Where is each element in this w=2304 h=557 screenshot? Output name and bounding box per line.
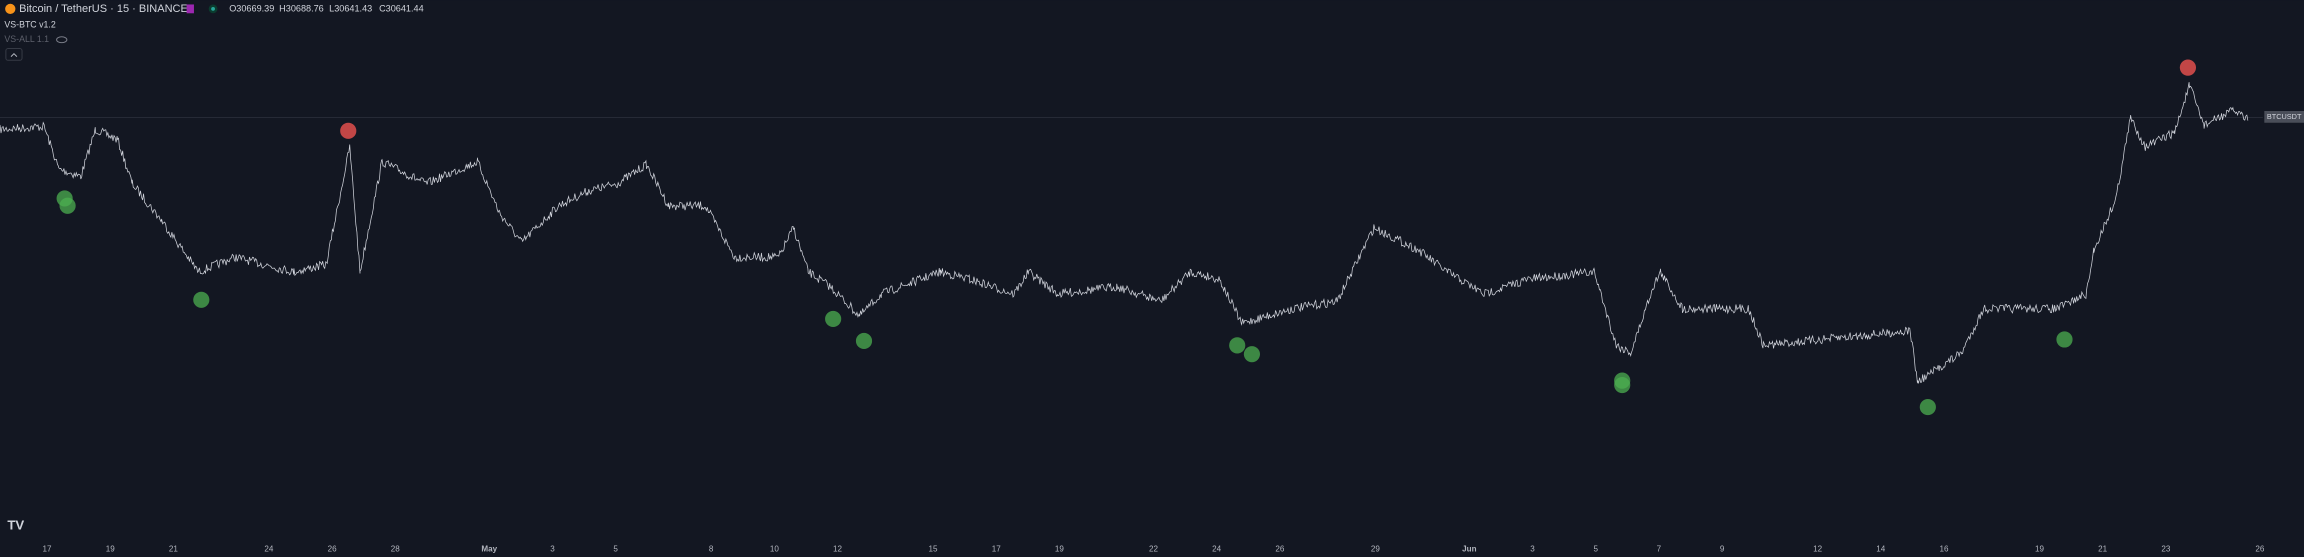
ohlc-value: L30641.43 xyxy=(329,3,372,13)
x-axis-label: 10 xyxy=(770,545,779,554)
x-axis-label: 19 xyxy=(2035,545,2044,554)
buy-signal xyxy=(59,197,76,214)
x-axis-label: 29 xyxy=(1371,545,1380,554)
buy-signal xyxy=(825,310,842,327)
x-axis-label: 21 xyxy=(2098,545,2107,554)
status-dot xyxy=(211,6,215,11)
buy-signal xyxy=(193,291,210,308)
buy-signal xyxy=(855,332,873,350)
x-axis-label: 12 xyxy=(1813,545,1822,554)
x-axis-label: 12 xyxy=(833,545,842,554)
logo[interactable]: TV xyxy=(7,518,24,533)
visibility-icon[interactable] xyxy=(56,36,68,44)
x-axis-label: 9 xyxy=(1720,545,1725,554)
x-axis-label: 14 xyxy=(1876,545,1885,554)
ohlc-value: O30669.39 xyxy=(229,3,274,13)
x-axis-label: 24 xyxy=(1212,545,1221,554)
x-axis-label: 8 xyxy=(709,545,714,554)
collapse-button[interactable] xyxy=(5,48,23,61)
plot-area xyxy=(0,59,2249,416)
x-axis-label: 26 xyxy=(2255,545,2264,554)
x-axis-label: 28 xyxy=(391,545,400,554)
buy-signal xyxy=(1919,398,1936,416)
ohlc-values: O30669.39 H30688.76 L30641.43 C30641.44 xyxy=(229,3,423,13)
x-axis-label: 24 xyxy=(264,545,273,554)
x-axis-label: 7 xyxy=(1657,545,1662,554)
x-axis-label: 15 xyxy=(929,545,938,554)
price-tag-label: BTCUSDT xyxy=(2267,112,2302,121)
x-axis-label: 21 xyxy=(169,545,178,554)
x-axis-label: 3 xyxy=(550,545,555,554)
indicator-label[interactable]: VS-ALL 1.1 xyxy=(4,34,49,44)
x-axis-label: 19 xyxy=(106,545,115,554)
indicator-label[interactable]: VS-BTC v1.2 xyxy=(4,19,55,29)
buy-signal xyxy=(1229,337,1246,354)
x-axis: 17 19 21 24 26 28 May 3 5 8 10 12 15 17 19 22 24 26 29 Jun 3… xyxy=(43,545,2265,554)
price-tag xyxy=(2264,110,2304,123)
x-axis-label: 26 xyxy=(328,545,337,554)
ohlc-value: C30641.44 xyxy=(379,3,424,13)
x-axis-label: May xyxy=(481,545,497,554)
symbol-icon xyxy=(5,3,16,15)
symbol-title[interactable]: Bitcoin / TetherUS · 15 · BINANCE xyxy=(19,3,188,15)
sell-signal xyxy=(2179,59,2196,76)
x-axis-label: Jun xyxy=(1462,545,1476,554)
price-line xyxy=(0,82,2249,385)
x-axis-label: 19 xyxy=(1055,545,1064,554)
ohlc-value: H30688.76 xyxy=(279,3,324,13)
x-axis-label: 16 xyxy=(1939,545,1948,554)
x-axis-label: 5 xyxy=(1594,545,1599,554)
collapse-icon xyxy=(10,52,18,57)
x-axis-label: 3 xyxy=(1530,545,1535,554)
buy-signal xyxy=(1614,376,1631,394)
x-axis-label: 23 xyxy=(2161,545,2170,554)
sell-signal xyxy=(340,122,357,139)
x-axis-label: 17 xyxy=(43,545,52,554)
x-axis-label: 5 xyxy=(613,545,618,554)
flag-icon[interactable] xyxy=(186,4,194,14)
buy-signal xyxy=(1243,346,1260,363)
x-axis-label: 17 xyxy=(992,545,1001,554)
buy-signal xyxy=(2056,331,2073,348)
x-axis-label: 22 xyxy=(1149,545,1158,554)
x-axis-label: 26 xyxy=(1275,545,1284,554)
